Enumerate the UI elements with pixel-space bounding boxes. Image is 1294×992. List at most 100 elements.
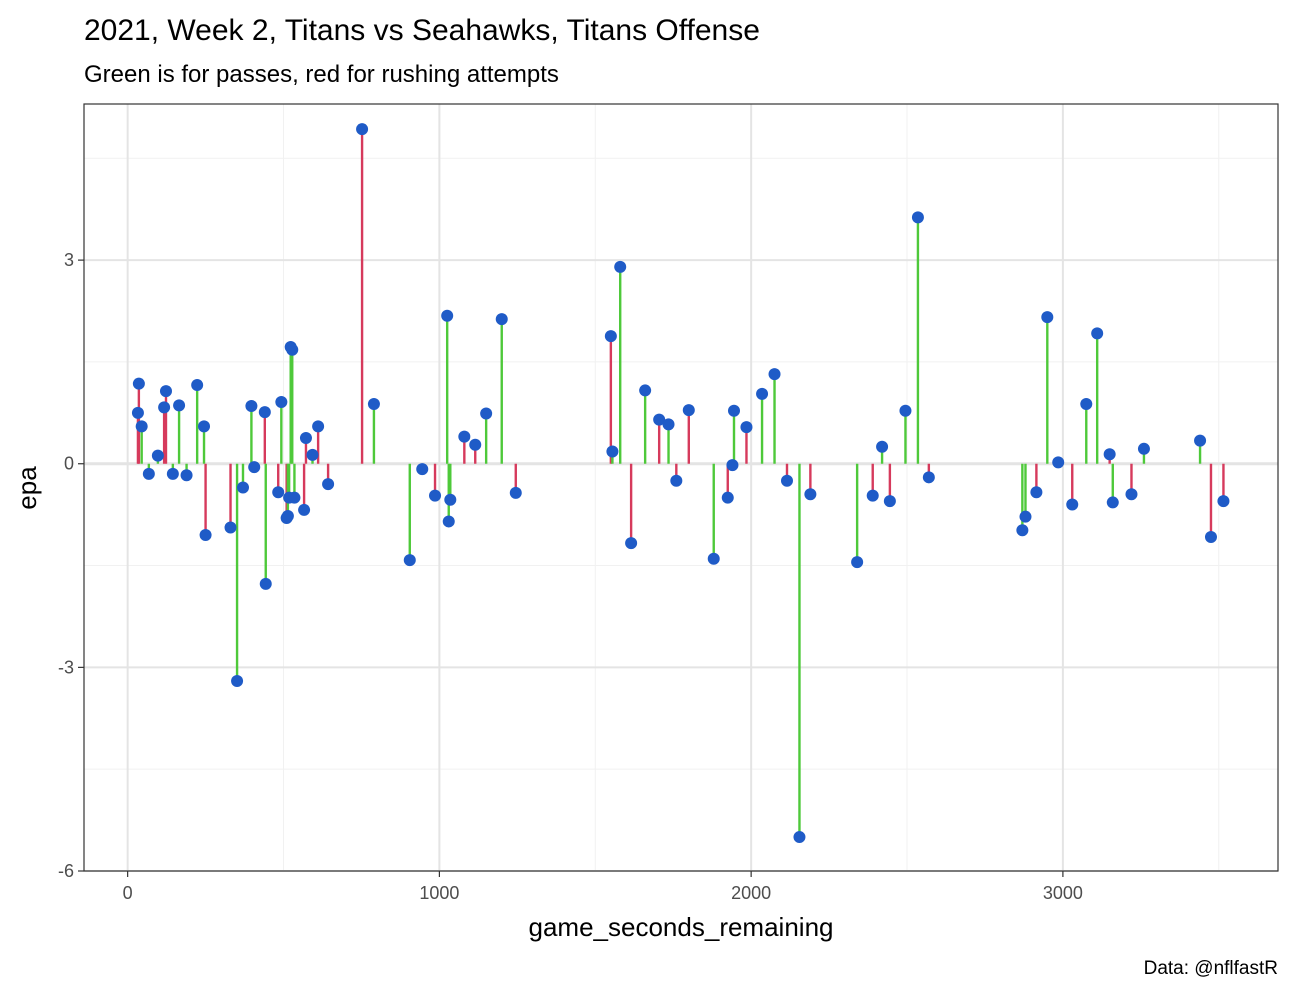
epa-point — [322, 478, 335, 491]
x-tick-label: 1000 — [419, 883, 459, 903]
epa-point — [727, 404, 740, 417]
x-tick-label: 3000 — [1043, 883, 1083, 903]
epa-point — [780, 474, 793, 487]
epa-point — [1137, 442, 1150, 455]
epa-point — [298, 503, 311, 516]
epa-point — [851, 556, 864, 569]
epa-point — [911, 211, 924, 224]
epa-point — [231, 674, 244, 687]
epa-point — [707, 552, 720, 565]
epa-point — [876, 440, 889, 453]
epa-point — [132, 377, 145, 390]
epa-point — [509, 486, 522, 499]
x-axis-ticks: 0 1000 2000 3000 — [123, 871, 1083, 903]
epa-point — [480, 407, 493, 420]
y-tick-label: -3 — [58, 657, 74, 677]
epa-point — [604, 330, 617, 343]
epa-point — [299, 431, 312, 444]
x-tick-label: 0 — [123, 883, 133, 903]
epa-point — [922, 471, 935, 484]
epa-point — [248, 461, 261, 474]
epa-point — [756, 387, 769, 400]
epa-point — [198, 420, 211, 433]
epa-point — [158, 401, 171, 414]
epa-point — [135, 420, 148, 433]
epa-point — [1016, 524, 1029, 537]
epa-point — [236, 481, 249, 494]
epa-point — [670, 474, 683, 487]
epa-point — [662, 418, 675, 431]
y-tick-label: 3 — [64, 250, 74, 270]
plot-grid — [84, 104, 1278, 872]
epa-point — [442, 515, 455, 528]
y-axis-ticks: -6 -3 0 3 — [58, 250, 84, 881]
epa-point — [899, 404, 912, 417]
epa-point — [1204, 531, 1217, 544]
epa-point — [191, 379, 204, 392]
epa-point — [224, 521, 237, 534]
epa-point — [444, 493, 457, 506]
epa-point — [367, 398, 380, 411]
epa-point — [740, 421, 753, 434]
epa-point — [286, 343, 299, 356]
epa-point — [199, 529, 212, 542]
data-source-caption: Data: @nflfastR — [1144, 958, 1278, 979]
epa-point — [159, 385, 172, 398]
epa-point — [1125, 488, 1138, 501]
epa-point — [258, 406, 271, 419]
epa-point — [653, 413, 666, 426]
epa-point — [180, 469, 193, 482]
epa-point — [1052, 456, 1065, 469]
epa-point — [639, 384, 652, 397]
y-axis-label: epa — [12, 466, 42, 510]
epa-point — [726, 459, 739, 472]
x-tick-label: 2000 — [731, 883, 771, 903]
epa-point — [245, 400, 258, 413]
epa-point — [275, 395, 288, 408]
epa-point — [721, 491, 734, 504]
epa-point — [356, 123, 369, 136]
panel-border — [83, 103, 1279, 872]
epa-point — [416, 463, 429, 476]
epa-point — [866, 489, 879, 502]
epa-point — [625, 537, 638, 550]
epa-point — [131, 406, 144, 419]
epa-point — [1103, 448, 1116, 461]
epa-point — [883, 495, 896, 508]
y-tick-label: 0 — [64, 454, 74, 474]
epa-point — [429, 489, 442, 502]
epa-point — [614, 260, 627, 273]
lollipop-points — [131, 123, 1230, 844]
epa-point — [142, 467, 155, 480]
y-tick-label: -6 — [58, 861, 74, 881]
epa-point — [1106, 496, 1119, 509]
epa-point — [272, 486, 285, 499]
epa-point — [281, 510, 294, 523]
epa-point — [804, 488, 817, 501]
chart-title: 2021, Week 2, Titans vs Seahawks, Titans… — [84, 14, 760, 47]
x-axis-label: game_seconds_remaining — [529, 912, 834, 942]
epa-point — [1091, 327, 1104, 340]
epa-point — [259, 577, 272, 590]
epa-point — [312, 420, 325, 433]
epa-point — [166, 467, 179, 480]
epa-point — [1066, 498, 1079, 511]
epa-point — [1217, 495, 1230, 508]
epa-point — [288, 491, 301, 504]
epa-point — [469, 438, 482, 451]
epa-point — [495, 313, 508, 326]
epa-point — [441, 309, 454, 322]
epa-point — [1030, 486, 1043, 499]
epa-point — [1194, 434, 1207, 447]
epa-point — [151, 449, 164, 462]
epa-point — [1041, 311, 1054, 324]
epa-point — [793, 831, 806, 844]
epa-point — [768, 368, 781, 381]
epa-point — [1019, 510, 1032, 523]
epa-point — [306, 448, 319, 461]
epa-point — [682, 404, 695, 417]
epa-point — [403, 554, 416, 567]
epa-point — [458, 430, 471, 443]
epa-point — [173, 399, 186, 412]
